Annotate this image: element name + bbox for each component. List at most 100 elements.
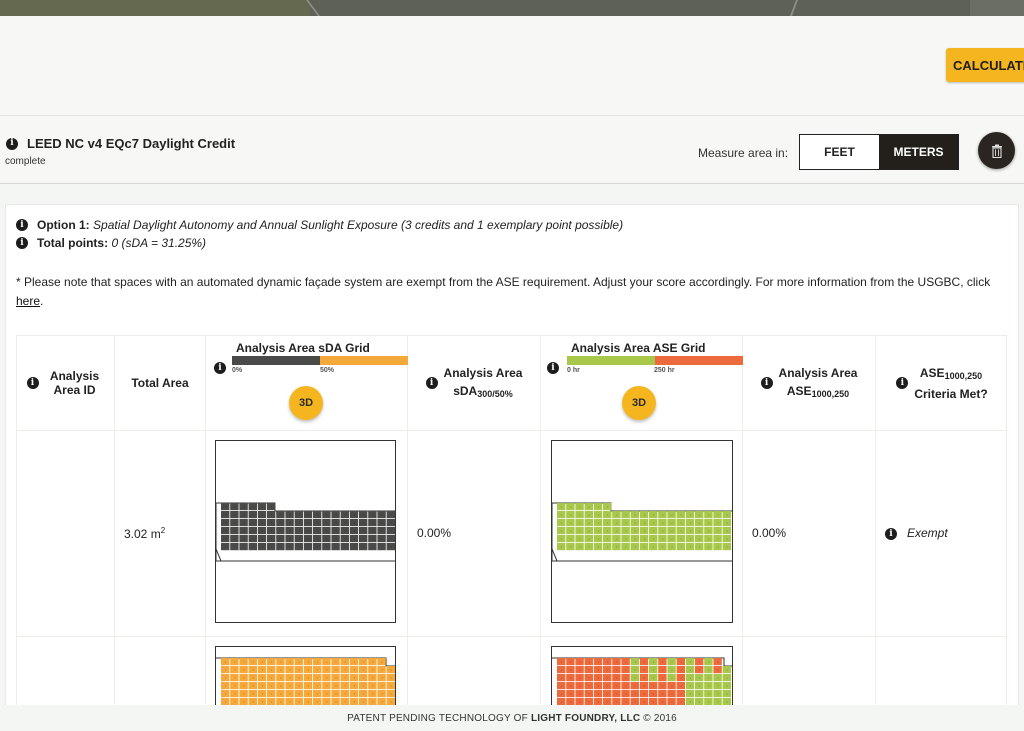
note-end: . [40,294,44,308]
info-icon[interactable]: i [214,362,226,374]
grid-cell [239,674,248,682]
grid-cell-marker [699,522,701,524]
grid-cell-marker [708,546,710,548]
sda-grid-plan[interactable] [215,440,396,623]
info-icon[interactable]: i [16,219,28,231]
grid-cell [593,674,603,682]
info-icon[interactable]: i [26,377,39,389]
grid-cell [557,690,566,698]
ase-3d-button[interactable]: 3D [622,386,656,420]
grid-cell [257,682,267,690]
grid-cell [566,698,575,706]
grid-cell-marker [363,538,365,540]
grid-cell [630,535,639,543]
grid-cell-marker [381,522,383,524]
grid-cell-marker [579,677,581,679]
sda-3d-button[interactable]: 3D [289,386,323,420]
points-label: Total points: [37,236,109,250]
grid-cell [267,690,276,698]
grid-cell [331,690,340,698]
grid-cell [639,698,649,706]
grid-cell [257,511,267,519]
grid-cell-marker [643,546,645,548]
grid-cell-marker [289,538,291,540]
grid-cell [649,674,658,682]
grid-cell-marker [363,522,365,524]
info-icon[interactable]: i [6,137,18,150]
grid-cell-marker [653,514,655,516]
grid-cell [221,658,230,666]
grid-cell [603,682,612,690]
grid-cell [331,527,340,535]
grid-cell-marker [561,693,563,695]
info-icon[interactable]: i [547,362,559,374]
grid-cell-marker [643,677,645,679]
grid-cell-marker [570,685,572,687]
grid-cell [313,527,322,535]
delete-button[interactable] [978,132,1015,169]
grid-cell-marker [335,546,337,548]
info-icon[interactable]: i [885,528,897,540]
grid-cell [359,690,368,698]
grid-cell [377,690,386,698]
grid-cell-marker [643,522,645,524]
grid-cell [667,690,676,698]
grid-cell-marker [289,685,291,687]
unit-meters-button[interactable]: METERS [879,135,958,169]
grid-cell-marker [243,530,245,532]
cell-area-id [17,431,115,636]
info-icon[interactable]: i [16,237,28,249]
grid-cell [584,682,593,690]
grid-cell [340,666,349,674]
grid-cell [349,658,359,666]
sda-legend-low [232,356,320,365]
grid-cell [630,527,639,535]
grid-cell [713,543,722,551]
grid-cell-marker [317,677,319,679]
grid-cell [685,690,695,698]
grid-cell [667,535,676,543]
grid-cell [667,682,676,690]
grid-cell-marker [298,546,300,548]
grid-cell [377,698,386,706]
grid-cell [612,543,621,551]
grid-cell [612,658,621,666]
unit-feet-button[interactable]: FEET [800,135,879,169]
grid-cell [230,690,239,698]
grid-cell [322,690,331,698]
grid-cell [248,666,257,674]
grid-cell [359,535,368,543]
grid-cell-marker [671,522,673,524]
info-icon[interactable]: i [760,377,773,389]
info-icon[interactable]: i [425,377,438,389]
grid-cell [584,535,593,543]
grid-cell [566,543,575,551]
grid-cell-marker [271,506,273,508]
grid-cell [685,674,695,682]
grid-cell [377,682,386,690]
grid-cell [331,674,340,682]
grid-cell [575,698,584,706]
grid-cell [713,658,722,666]
grid-cell-marker [653,701,655,703]
grid-cell-marker [561,538,563,540]
grid-cell [704,519,713,527]
grid-cell [584,527,593,535]
info-icon[interactable]: i [896,377,909,389]
grid-cell [377,511,386,519]
grid-cell-marker [289,546,291,548]
usgbc-link[interactable]: here [16,294,41,308]
calculate-button[interactable]: CALCULATE [946,48,1024,82]
grid-cell-marker [335,677,337,679]
grid-cell [230,503,239,511]
grid-cell-marker [708,685,710,687]
cell-ase-grid [541,431,743,636]
grid-cell-marker [372,701,374,703]
grid-cell-marker [588,677,590,679]
grid-cell-marker [717,530,719,532]
ase-grid-plan[interactable] [551,440,733,623]
grid-cell [303,543,313,551]
grid-cell [639,511,649,519]
grid-cell-marker [252,701,254,703]
grid-cell-marker [225,530,227,532]
